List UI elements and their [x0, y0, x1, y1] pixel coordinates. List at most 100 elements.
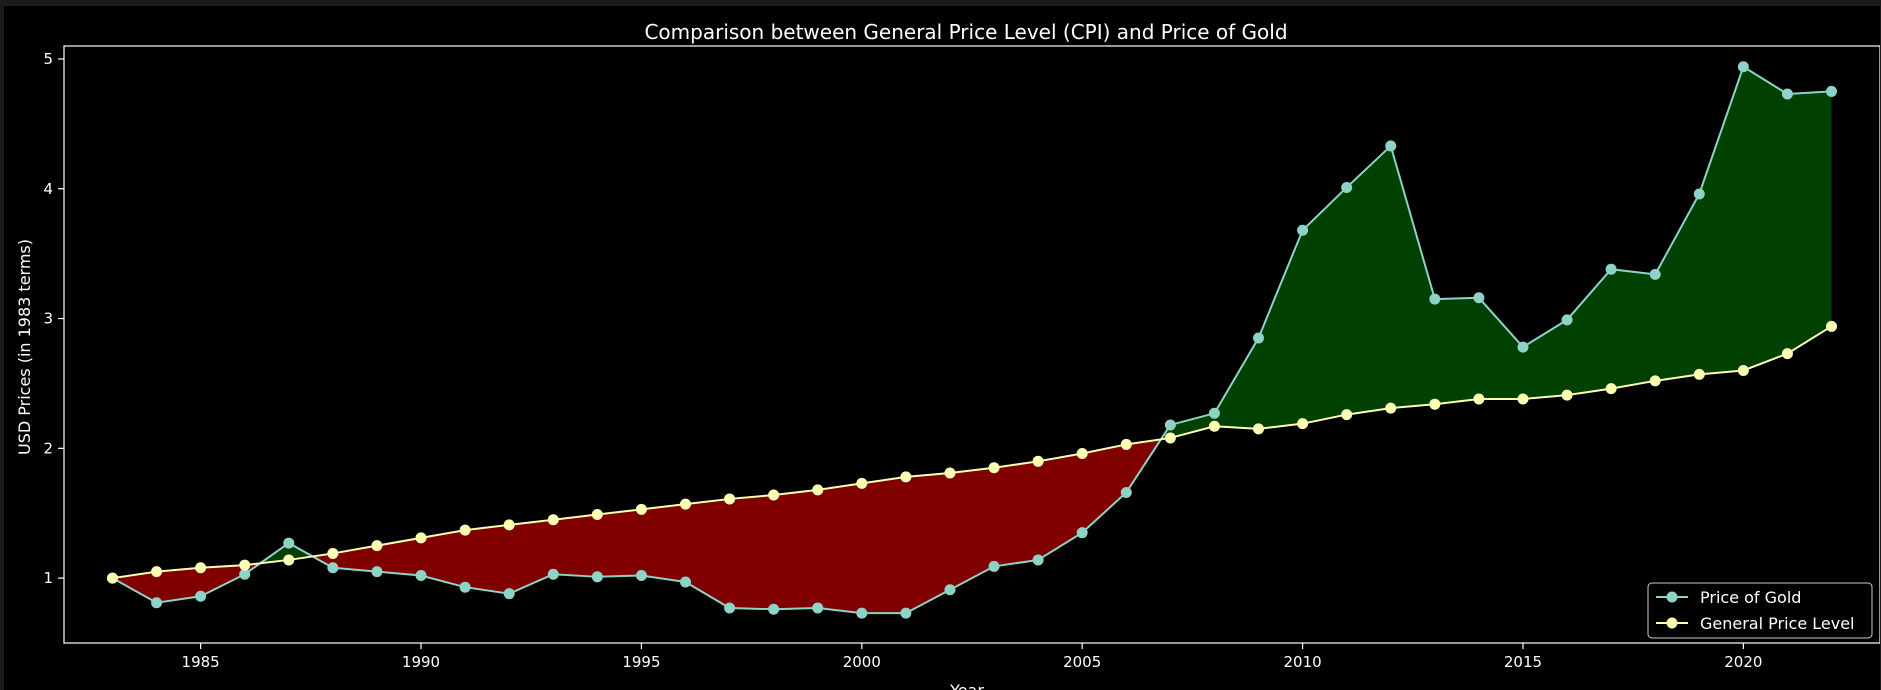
point-cpi-2021 [1781, 348, 1793, 360]
point-gold-2006 [1120, 486, 1132, 498]
point-gold-2011 [1341, 181, 1353, 193]
y-tick-label-3: 3 [43, 310, 53, 328]
point-cpi-2001 [900, 471, 912, 483]
point-cpi-2019 [1693, 368, 1705, 380]
point-cpi-2013 [1429, 398, 1441, 410]
point-cpi-1993 [547, 514, 559, 526]
point-cpi-2018 [1649, 375, 1661, 387]
x-tick-label-2005: 2005 [1063, 653, 1101, 671]
line-gold [111, 65, 1832, 615]
point-cpi-2014 [1473, 393, 1485, 405]
y-tick-label-2: 2 [43, 439, 53, 457]
point-gold-2010 [1297, 224, 1309, 236]
point-gold-1989 [371, 566, 383, 578]
point-gold-1994 [591, 571, 603, 583]
point-cpi-1985 [195, 562, 207, 574]
line-cpi [112, 325, 1833, 580]
point-gold-1998 [768, 603, 780, 615]
point-gold-2001 [900, 607, 912, 619]
point-gold-1985 [195, 590, 207, 602]
point-gold-1991 [459, 581, 471, 593]
series-cpi [106, 320, 1838, 584]
point-gold-1995 [635, 570, 647, 582]
point-cpi-2009 [1253, 423, 1265, 435]
point-gold-1996 [679, 576, 691, 588]
point-cpi-2016 [1561, 389, 1573, 401]
chart-frame: Comparison between General Price Level (… [4, 6, 1880, 690]
point-gold-1987 [283, 537, 295, 549]
plot-frame [63, 45, 1880, 644]
point-cpi-1987 [283, 554, 295, 566]
legend-box [1647, 582, 1873, 639]
point-cpi-2007 [1164, 432, 1176, 444]
point-gold-2012 [1385, 140, 1397, 152]
point-cpi-1998 [768, 489, 780, 501]
point-gold-2016 [1561, 314, 1573, 326]
y-axis: 1 2 3 4 5 [43, 50, 64, 587]
point-cpi-2020 [1737, 364, 1749, 376]
point-cpi-1990 [415, 532, 427, 544]
point-cpi-2012 [1385, 402, 1397, 414]
point-cpi-1992 [503, 519, 515, 531]
point-gold-2018 [1649, 268, 1661, 280]
x-tick-label-1985: 1985 [182, 653, 220, 671]
point-gold-1984 [151, 597, 163, 609]
y-tick-label-5: 5 [43, 50, 53, 68]
x-tick-label-1990: 1990 [402, 653, 440, 671]
point-gold-1990 [415, 570, 427, 582]
point-cpi-2017 [1605, 383, 1617, 395]
y-axis-label: USD Prices (in 1983 terms) [15, 239, 34, 455]
point-cpi-1984 [151, 566, 163, 578]
point-cpi-1995 [635, 503, 647, 515]
fill-layer [112, 66, 1832, 614]
series-layer [106, 61, 1838, 619]
legend-gold-label: Price of Gold [1700, 588, 1801, 607]
legend-gold-marker [1666, 591, 1678, 603]
point-cpi-1988 [327, 547, 339, 559]
fill-gold-below-3 [312, 439, 1161, 614]
point-gold-2014 [1473, 292, 1485, 304]
chart-title: Comparison between General Price Level (… [644, 20, 1287, 44]
legend: Price of Gold General Price Level [1647, 582, 1873, 639]
point-cpi-1996 [679, 498, 691, 510]
point-gold-2007 [1164, 419, 1176, 431]
legend-cpi-marker [1666, 617, 1678, 629]
point-gold-2003 [988, 560, 1000, 572]
x-tick-label-2010: 2010 [1283, 653, 1321, 671]
point-gold-2009 [1253, 332, 1265, 344]
point-gold-1986 [239, 568, 251, 580]
point-cpi-1983 [106, 572, 118, 584]
fill-gold-above-4 [1160, 66, 1832, 440]
point-cpi-2008 [1208, 420, 1220, 432]
point-gold-2002 [944, 584, 956, 596]
x-tick-label-1995: 1995 [622, 653, 660, 671]
point-cpi-2010 [1297, 418, 1309, 430]
point-gold-2019 [1693, 188, 1705, 200]
point-gold-2017 [1605, 263, 1617, 275]
x-tick-label-2015: 2015 [1504, 653, 1542, 671]
point-cpi-2005 [1076, 448, 1088, 460]
point-gold-1999 [812, 602, 824, 614]
point-gold-2021 [1781, 88, 1793, 100]
point-cpi-2002 [944, 467, 956, 479]
point-gold-2008 [1208, 407, 1220, 419]
point-gold-2020 [1737, 61, 1749, 73]
point-cpi-2004 [1032, 455, 1044, 467]
point-cpi-1994 [591, 509, 603, 521]
point-gold-2005 [1076, 527, 1088, 539]
point-gold-2015 [1517, 341, 1529, 353]
point-cpi-2000 [856, 477, 868, 489]
point-cpi-1997 [724, 493, 736, 505]
point-cpi-1989 [371, 540, 383, 552]
y-tick-label-4: 4 [43, 180, 53, 198]
point-gold-1993 [547, 568, 559, 580]
point-gold-2004 [1032, 554, 1044, 566]
x-axis-label: Year [949, 681, 984, 690]
point-cpi-2003 [988, 462, 1000, 474]
point-cpi-1986 [239, 559, 251, 571]
point-gold-2000 [856, 607, 868, 619]
point-cpi-1999 [812, 484, 824, 496]
point-cpi-2011 [1341, 409, 1353, 421]
series-gold [106, 61, 1838, 619]
point-cpi-2006 [1120, 438, 1132, 450]
